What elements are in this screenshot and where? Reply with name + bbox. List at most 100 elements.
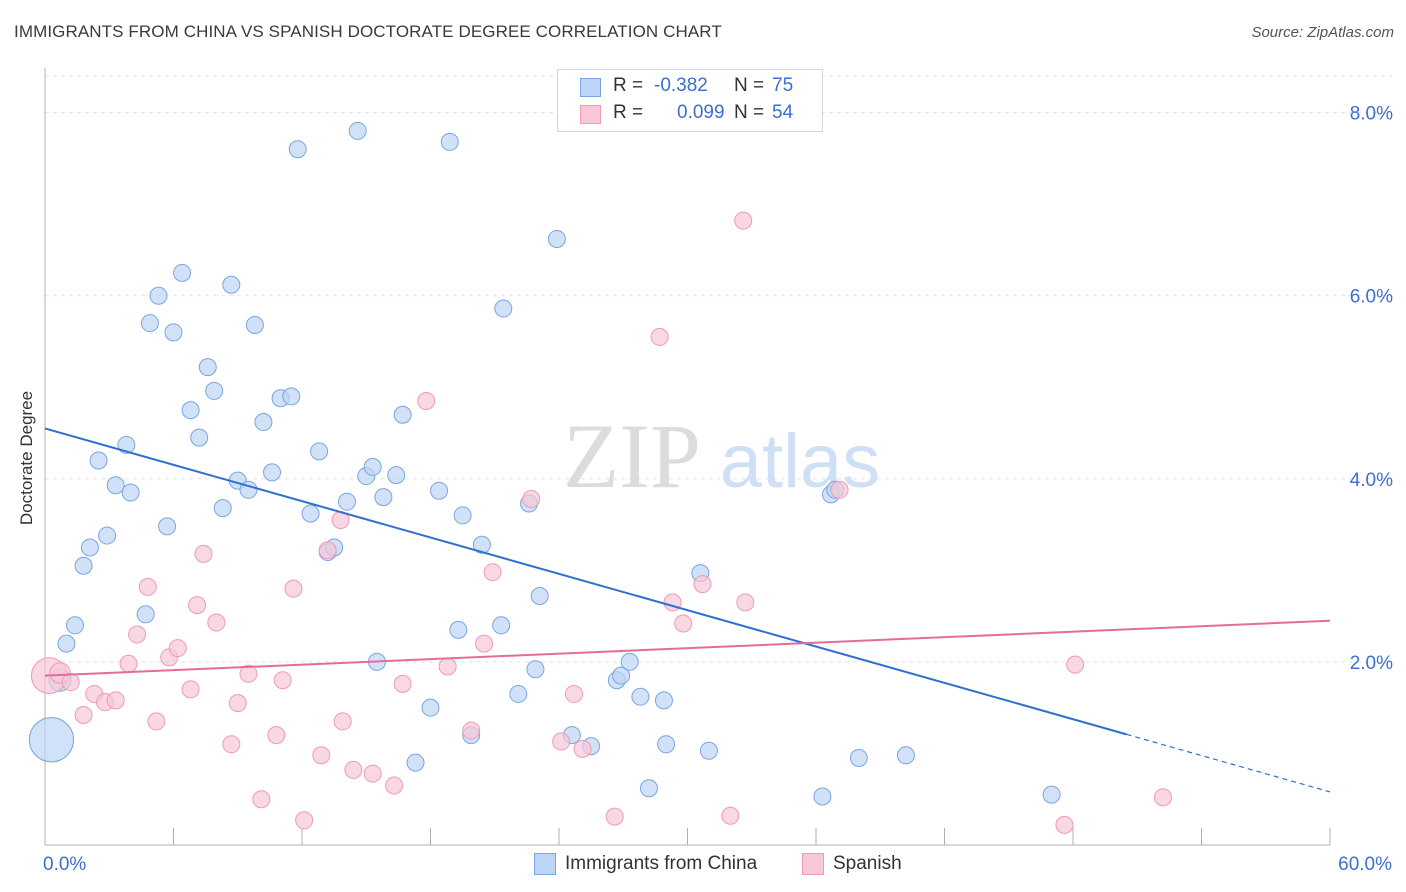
- china-point: [337, 492, 356, 511]
- spanish-point: [393, 674, 412, 693]
- spanish-point: [736, 593, 755, 612]
- china-point: [74, 556, 93, 575]
- legend-swatch-spanish: [802, 853, 824, 875]
- spanish-point: [222, 735, 241, 754]
- china-point: [449, 620, 468, 639]
- spanish-point: [438, 657, 457, 676]
- china-point: [430, 481, 449, 500]
- data-points: [28, 121, 1172, 834]
- china-point: [813, 787, 832, 806]
- china-point: [98, 526, 117, 545]
- axes: [44, 68, 1331, 846]
- china-point: [639, 779, 658, 798]
- china-point: [222, 275, 241, 294]
- legend-swatch-china: [534, 853, 556, 875]
- china-point: [121, 483, 140, 502]
- spanish-point: [734, 211, 753, 230]
- china-point: [526, 660, 545, 679]
- n-label: N =: [734, 75, 765, 96]
- china-point: [190, 428, 209, 447]
- spanish-point: [188, 596, 207, 615]
- china-point: [205, 381, 224, 400]
- spanish-point: [564, 684, 583, 703]
- spanish-point: [333, 712, 352, 731]
- china-point: [612, 666, 631, 685]
- china-point: [263, 463, 282, 482]
- spanish-point: [605, 807, 624, 826]
- china-point: [310, 442, 329, 461]
- china-point: [492, 616, 511, 635]
- tick-labels: 2.0% 4.0% 6.0% 8.0% 0.0% 60.0%: [43, 104, 1393, 875]
- spanish-point: [252, 790, 271, 809]
- y-tick-label: 8.0%: [1350, 104, 1393, 125]
- spanish-swatch: [580, 105, 601, 124]
- china-point: [348, 121, 367, 140]
- china-trend-line: [44, 427, 1127, 736]
- china-point: [245, 316, 264, 335]
- spanish-point: [1066, 655, 1085, 674]
- x-tick-label: 0.0%: [43, 854, 86, 875]
- china-point: [849, 749, 868, 768]
- china-point: [198, 358, 217, 377]
- watermark-zip: ZIP: [563, 405, 701, 507]
- china-point: [57, 634, 76, 653]
- spanish-point: [1055, 815, 1074, 834]
- china-point: [896, 746, 915, 765]
- spanish-point: [674, 614, 693, 633]
- spanish-point: [284, 579, 303, 598]
- spanish-point: [106, 691, 125, 710]
- spanish-point: [207, 613, 226, 632]
- china-trend-line-extension: [1126, 733, 1331, 793]
- grid-lines: [45, 75, 1392, 663]
- spanish-point: [573, 739, 592, 758]
- source-label: Source: ZipAtlas.com: [1251, 24, 1394, 41]
- spanish-point: [552, 732, 571, 751]
- legend-label: Spanish: [833, 853, 902, 874]
- spanish-point: [273, 671, 292, 690]
- china-point: [387, 466, 406, 485]
- china-point: [173, 263, 192, 282]
- spanish-point: [295, 811, 314, 830]
- spanish-point: [74, 706, 93, 725]
- spanish-point: [417, 391, 436, 410]
- china-point: [288, 140, 307, 159]
- spanish-point: [168, 639, 187, 658]
- china-point: [282, 387, 301, 406]
- spanish-point: [138, 577, 157, 596]
- n-value: 75: [772, 75, 794, 96]
- n-label: N =: [734, 102, 765, 123]
- r-label: R =: [613, 75, 644, 96]
- china-point: [117, 435, 136, 454]
- r-value: 0.099: [677, 102, 725, 123]
- china-point: [65, 616, 84, 635]
- spanish-point: [181, 680, 200, 699]
- china-point: [472, 535, 491, 554]
- china-point: [89, 451, 108, 470]
- spanish-point: [650, 327, 669, 346]
- china-point: [509, 684, 528, 703]
- china-point: [494, 299, 513, 318]
- china-point: [530, 586, 549, 605]
- spanish-point: [462, 721, 481, 740]
- china-point: [136, 605, 155, 624]
- china-point: [631, 687, 650, 706]
- spanish-point: [318, 541, 337, 560]
- china-point: [28, 717, 75, 763]
- china-point: [440, 132, 459, 151]
- spanish-point: [312, 746, 331, 765]
- spanish-point: [693, 575, 712, 594]
- china-point: [254, 413, 273, 432]
- trend-lines: [44, 427, 1331, 793]
- x-tick-label: 60.0%: [1338, 854, 1392, 875]
- china-point: [620, 652, 639, 671]
- y-tick-label: 4.0%: [1350, 470, 1393, 491]
- spanish-point: [194, 544, 213, 563]
- china-point: [363, 457, 382, 476]
- china-point: [547, 229, 566, 248]
- spanish-point: [344, 760, 363, 779]
- r-value: -0.382: [654, 75, 708, 96]
- china-point: [657, 735, 676, 754]
- spanish-point: [483, 563, 502, 582]
- n-value: 54: [772, 102, 794, 123]
